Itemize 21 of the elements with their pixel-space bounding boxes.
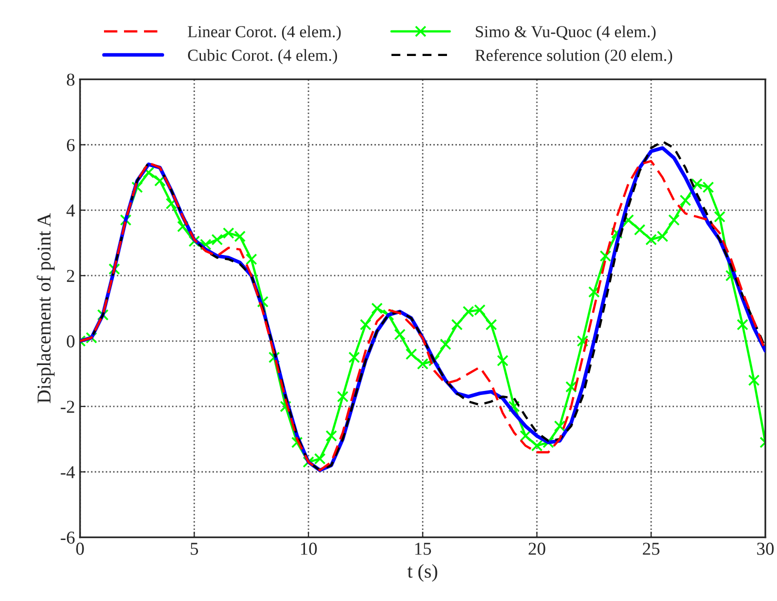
legend-label: Linear Corot. (4 elem.) xyxy=(188,26,341,41)
y-tick-label: 8 xyxy=(66,74,74,86)
y-tick-label: 2 xyxy=(66,270,74,282)
legend-label: Cubic Corot. (4 elem.) xyxy=(188,49,338,64)
x-tick-label: 15 xyxy=(415,542,432,555)
y-tick-label: -4 xyxy=(60,466,75,478)
x-tick-label: 0 xyxy=(76,542,84,555)
x-tick-label: 20 xyxy=(528,542,546,555)
y-axis-title: Displacement of point A xyxy=(36,213,55,404)
y-tick-label: 6 xyxy=(66,139,75,152)
legend-label: Simo & Vu-Quoc (4 elem.) xyxy=(476,26,656,41)
x-tick-label: 10 xyxy=(301,542,317,555)
x-tick-label: 30 xyxy=(757,542,774,555)
y-tick-label: -2 xyxy=(60,400,74,413)
legend-label: Reference solution (20 elem.) xyxy=(475,49,672,64)
x-tick-label: 5 xyxy=(190,542,198,555)
y-tick-label: 4 xyxy=(66,204,75,216)
x-axis-title: t (s) xyxy=(407,564,438,582)
x-tick-label: 25 xyxy=(642,542,660,555)
y-tick-label: 0 xyxy=(66,335,74,348)
y-tick-label: -6 xyxy=(60,532,75,544)
